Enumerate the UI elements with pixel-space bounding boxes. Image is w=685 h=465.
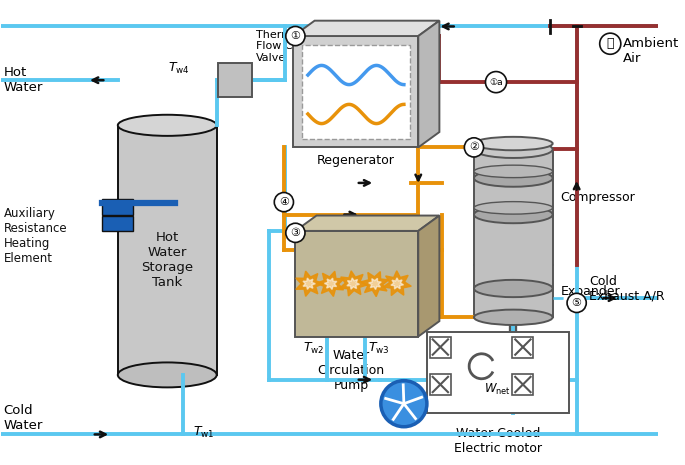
Text: Compressor: Compressor: [560, 191, 635, 204]
Polygon shape: [419, 216, 439, 337]
Ellipse shape: [474, 165, 553, 178]
Circle shape: [464, 138, 484, 157]
Bar: [103, 199, 133, 214]
Polygon shape: [316, 271, 344, 297]
Ellipse shape: [118, 362, 216, 387]
Ellipse shape: [474, 202, 553, 214]
Polygon shape: [303, 278, 315, 289]
Circle shape: [599, 33, 621, 54]
Polygon shape: [293, 20, 439, 36]
Bar: [218, 63, 252, 98]
Text: $T_{\rm w1}$: $T_{\rm w1}$: [192, 425, 214, 440]
Polygon shape: [347, 278, 360, 289]
Text: Auxiliary
Resistance
Heating
Element: Auxiliary Resistance Heating Element: [3, 207, 67, 265]
Circle shape: [286, 27, 305, 46]
Ellipse shape: [474, 169, 553, 187]
Text: Expander: Expander: [560, 285, 620, 298]
Text: Ambient
Air: Ambient Air: [623, 37, 679, 66]
Text: Thermostatic
Flow Control
Valve: Thermostatic Flow Control Valve: [256, 30, 329, 63]
Polygon shape: [361, 272, 389, 297]
Circle shape: [567, 293, 586, 312]
Text: ①a: ①a: [489, 78, 503, 86]
Text: ①: ①: [290, 31, 301, 41]
Bar: [512, 337, 534, 358]
Polygon shape: [369, 278, 382, 290]
Bar: [474, 149, 553, 317]
Circle shape: [486, 72, 507, 93]
Polygon shape: [391, 278, 403, 289]
Ellipse shape: [474, 137, 553, 150]
Text: $W_{\rm net}$: $W_{\rm net}$: [484, 382, 510, 397]
Bar: [302, 45, 410, 139]
Text: $T_{\rm w3}$: $T_{\rm w3}$: [369, 340, 390, 356]
Polygon shape: [419, 20, 439, 147]
Text: Air-water  Heat
Exchanger: Air-water Heat Exchanger: [323, 223, 417, 251]
Text: Hot
Water: Hot Water: [3, 66, 43, 94]
Text: ③: ③: [290, 228, 301, 238]
Text: $T_{\rm w2}$: $T_{\rm w2}$: [303, 340, 324, 356]
Polygon shape: [340, 271, 367, 296]
Text: Water
Circulation
Pump: Water Circulation Pump: [318, 349, 385, 392]
Polygon shape: [325, 278, 337, 289]
Ellipse shape: [474, 206, 553, 223]
Bar: [429, 337, 451, 358]
Text: Cold
Water: Cold Water: [3, 404, 43, 432]
Bar: [103, 216, 133, 231]
Text: ②: ②: [469, 142, 479, 153]
Circle shape: [381, 381, 427, 427]
Polygon shape: [295, 216, 439, 231]
Bar: [293, 36, 419, 147]
Text: Cold
Exhaust A/R: Cold Exhaust A/R: [589, 274, 664, 303]
Ellipse shape: [474, 141, 553, 158]
Text: Regenerator: Regenerator: [317, 154, 395, 167]
Text: $T_{\rm w4}$: $T_{\rm w4}$: [169, 61, 190, 76]
Text: ⓪: ⓪: [606, 37, 614, 50]
Bar: [427, 332, 569, 413]
Bar: [429, 374, 451, 395]
Text: ④: ④: [279, 197, 289, 207]
Text: Hot
Water
Storage
Tank: Hot Water Storage Tank: [141, 231, 193, 289]
Circle shape: [286, 223, 305, 242]
Text: Water Cooled
Electric motor: Water Cooled Electric motor: [454, 427, 542, 455]
Polygon shape: [383, 271, 411, 296]
Circle shape: [274, 193, 293, 212]
Bar: [118, 125, 216, 375]
Bar: [295, 231, 419, 337]
Text: ⑤: ⑤: [572, 298, 582, 308]
Ellipse shape: [118, 115, 216, 136]
Ellipse shape: [474, 280, 553, 297]
Polygon shape: [296, 271, 323, 296]
Ellipse shape: [474, 310, 553, 325]
Bar: [512, 374, 534, 395]
